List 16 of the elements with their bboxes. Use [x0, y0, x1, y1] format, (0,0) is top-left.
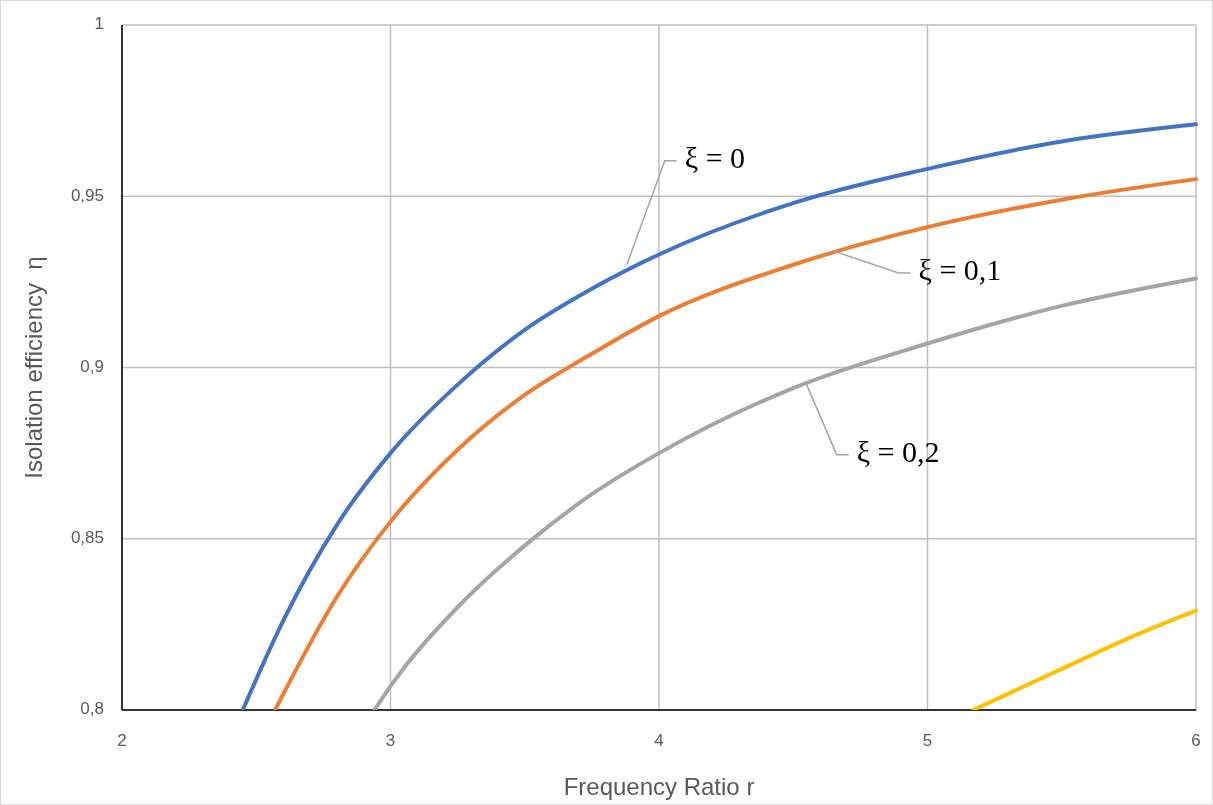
y-tick-label: 0,95	[70, 185, 104, 205]
annotation: ξ = 0,2	[856, 434, 940, 468]
annotation: ξ = 0,1	[918, 252, 1002, 286]
y-tick-label: 0,85	[70, 528, 104, 548]
line-series	[971, 608, 1198, 710]
y-tick-label: 0,8	[80, 699, 104, 719]
x-tick-label: 2	[117, 731, 127, 750]
x-tick-label: 3	[385, 731, 396, 750]
y-tick-label: 0,9	[80, 356, 104, 376]
annotation: ξ = 0	[684, 140, 746, 174]
y-axis-title: Isolation efficiency η	[20, 256, 47, 479]
x-tick-label: 6	[1191, 731, 1201, 750]
x-axis-title: Frequency Ratio r	[563, 773, 755, 800]
x-tick-label: 4	[654, 731, 664, 750]
x-tick-label: 5	[922, 731, 933, 750]
y-tick-label: 1	[94, 14, 104, 34]
